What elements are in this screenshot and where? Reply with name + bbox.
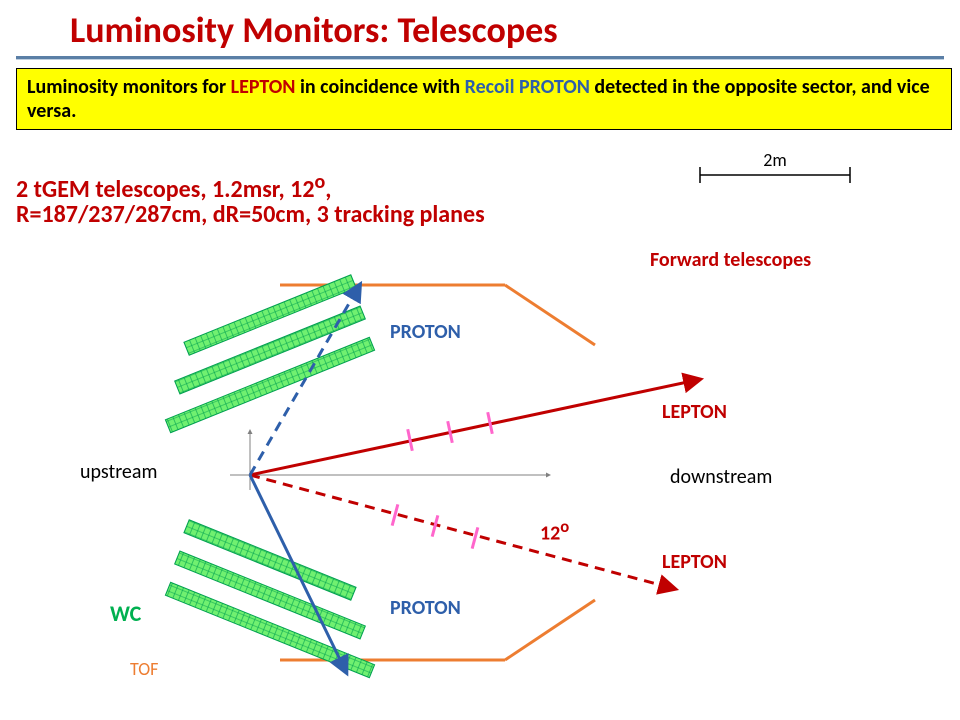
beam-axis <box>230 430 550 490</box>
spec-line-2: R=187/237/287cm, dR=50cm, 3 tracking pla… <box>16 200 485 229</box>
particle-tracks <box>250 284 700 672</box>
wc-chambers <box>165 275 374 678</box>
description-box: Luminosity monitors for LEPTON in coinci… <box>16 68 952 130</box>
label-proton-lower: PROTON <box>390 596 461 620</box>
title-text: Luminosity Monitors: Telescopes <box>70 8 558 52</box>
label-angle: 12o <box>540 517 569 546</box>
spec-line-1: 2 tGEM telescopes, 1.2msr, 12o, <box>16 170 331 204</box>
spec2-text: R=187/237/287cm, dR=50cm, 3 tracking pla… <box>16 200 485 229</box>
label-forward-telescopes: Forward telescopes <box>650 248 811 272</box>
scale-label: 2m <box>690 149 860 171</box>
label-lepton-lower: LEPTON <box>662 550 727 574</box>
desc-pre: Luminosity monitors for <box>27 75 231 99</box>
label-tof: TOF <box>130 658 158 680</box>
slide-title: Luminosity Monitors: Telescopes <box>70 8 558 52</box>
angle-sup: o <box>560 517 569 537</box>
spec1-sup: o <box>315 170 326 194</box>
angle-val: 12 <box>540 522 560 546</box>
label-lepton-upper: LEPTON <box>662 400 727 424</box>
label-downstream: downstream <box>670 465 772 489</box>
title-underline <box>16 56 944 60</box>
scale-bar: 2m <box>690 155 870 185</box>
label-wc: WC <box>110 600 141 627</box>
label-proton-upper: PROTON <box>390 320 461 344</box>
detector-diagram: Forward telescopes PROTON PROTON LEPTON … <box>90 260 870 690</box>
desc-lepton: LEPTON <box>231 75 296 99</box>
desc-mid: in coincidence with <box>295 75 464 99</box>
desc-proton: Recoil PROTON <box>465 75 590 99</box>
label-upstream: upstream <box>80 460 157 484</box>
